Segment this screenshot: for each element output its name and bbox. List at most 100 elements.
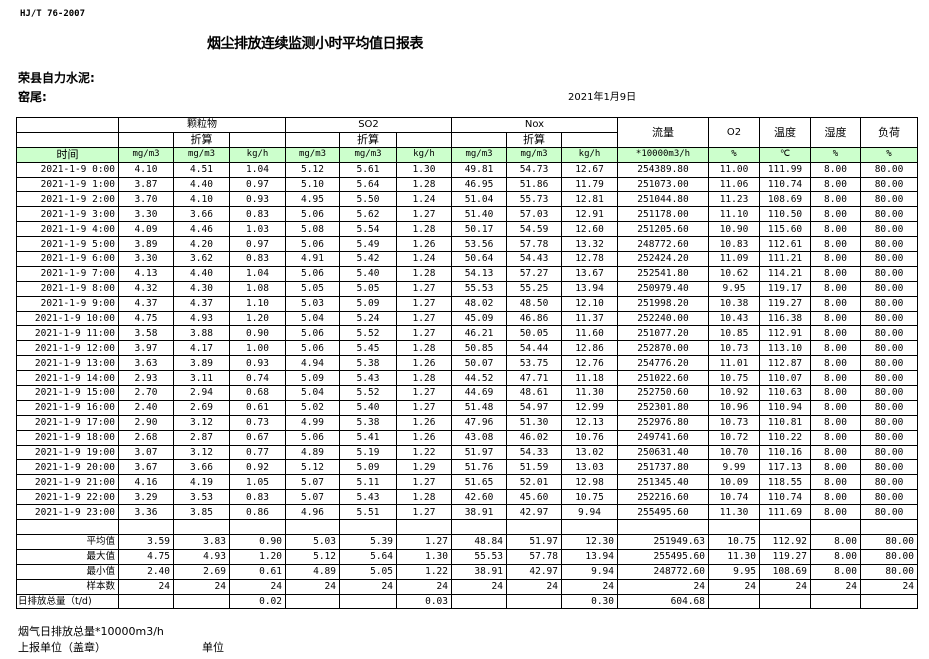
table-row: 2021-1-9 22:00 3.29 3.53 0.83 5.07 5.43 1.28 42… <box>16 489 918 506</box>
value-cell: 51.04 <box>451 191 507 208</box>
standard-code: HJ/T 76-2007 <box>20 9 86 19</box>
table-row: 2021-1-9 11:00 3.58 3.88 0.90 5.06 5.52 1.27 46… <box>16 325 918 342</box>
group-particulate: 颗粒物 <box>118 117 286 133</box>
value-cell: 80.00 <box>860 370 918 387</box>
value-cell: 8.00 <box>810 280 861 297</box>
value-cell: 3.70 <box>118 191 174 208</box>
value-cell: 110.22 <box>759 429 811 446</box>
value-cell: 251998.20 <box>617 295 709 312</box>
value-cell: 1.27 <box>396 295 452 312</box>
value-cell: 11.30 <box>561 385 618 401</box>
stats-row: 平均值 3.59 3.83 0.90 5.03 5.39 1.27 48.84 51.97 12.… <box>16 533 918 550</box>
value-cell: 5.51 <box>339 504 397 521</box>
stats-value: 51.97 <box>506 533 562 550</box>
value-cell: 4.40 <box>173 176 230 193</box>
value-cell: 10.70 <box>708 444 760 461</box>
stats-value: 0.02 <box>229 593 286 610</box>
value-cell: 5.45 <box>339 340 397 357</box>
value-cell: 3.66 <box>173 206 230 223</box>
value-cell: 80.00 <box>860 265 918 282</box>
value-cell: 251073.00 <box>617 176 709 193</box>
value-cell: 3.36 <box>118 504 174 521</box>
value-cell: 5.11 <box>339 474 397 491</box>
value-cell: 3.97 <box>118 340 174 357</box>
stats-value <box>285 593 340 610</box>
company-name: 荣县自力水泥: <box>18 71 95 85</box>
value-cell: 110.16 <box>759 444 811 461</box>
value-cell: 12.78 <box>561 251 618 267</box>
time-cell: 2021-1-9 11:00 <box>16 325 119 342</box>
stats-value: 5.64 <box>339 548 397 565</box>
stats-label: 样本数 <box>16 578 119 595</box>
time-cell: 2021-1-9 5:00 <box>16 236 119 253</box>
value-cell: 47.96 <box>451 414 507 431</box>
value-cell: 114.21 <box>759 265 811 282</box>
value-cell: 80.00 <box>860 161 918 178</box>
stats-value: 4.89 <box>285 563 340 580</box>
stats-value: 1.30 <box>396 548 452 565</box>
value-cell: 5.49 <box>339 236 397 253</box>
stats-value: 5.03 <box>285 533 340 550</box>
time-cell: 2021-1-9 2:00 <box>16 191 119 208</box>
value-cell: 1.28 <box>396 265 452 282</box>
value-cell: 80.00 <box>860 236 918 253</box>
value-cell: 5.04 <box>285 310 340 327</box>
value-cell: 8.00 <box>810 265 861 282</box>
value-cell: 8.00 <box>810 489 861 506</box>
value-cell: 251022.60 <box>617 370 709 387</box>
unit-header: % <box>708 146 760 163</box>
value-cell: 48.61 <box>506 385 562 401</box>
value-cell: 3.12 <box>173 444 230 461</box>
value-cell: 54.33 <box>506 444 562 461</box>
stats-value: 0.61 <box>229 563 286 580</box>
value-cell: 43.08 <box>451 429 507 446</box>
value-cell: 252424.20 <box>617 251 709 267</box>
value-cell: 12.67 <box>561 161 618 178</box>
value-cell: 3.12 <box>173 414 230 431</box>
value-cell: 51.30 <box>506 414 562 431</box>
value-cell: 116.38 <box>759 310 811 327</box>
value-cell: 8.00 <box>810 370 861 387</box>
stats-value: 8.00 <box>810 548 861 565</box>
value-cell: 8.00 <box>810 161 861 178</box>
stats-value: 24 <box>118 578 174 595</box>
value-cell: 8.00 <box>810 310 861 327</box>
value-cell: 0.61 <box>229 399 286 416</box>
value-cell: 55.53 <box>451 280 507 297</box>
value-cell: 8.00 <box>810 414 861 431</box>
value-cell: 13.32 <box>561 236 618 253</box>
value-cell: 1.03 <box>229 221 286 238</box>
value-cell: 9.94 <box>561 504 618 521</box>
value-cell: 80.00 <box>860 504 918 521</box>
stats-value: 255495.60 <box>617 548 709 565</box>
value-cell: 11.06 <box>708 176 760 193</box>
value-cell: 1.29 <box>396 459 452 476</box>
value-cell: 252240.00 <box>617 310 709 327</box>
stats-value: 38.91 <box>451 563 507 580</box>
value-cell: 110.50 <box>759 206 811 223</box>
group-nox: Nox <box>451 117 618 133</box>
value-cell: 5.02 <box>285 399 340 416</box>
value-cell: 51.76 <box>451 459 507 476</box>
value-cell: 12.91 <box>561 206 618 223</box>
value-cell: 117.13 <box>759 459 811 476</box>
value-cell: 42.97 <box>506 504 562 521</box>
value-cell: 0.90 <box>229 325 286 342</box>
value-cell: 1.04 <box>229 161 286 178</box>
time-cell: 2021-1-9 8:00 <box>16 280 119 297</box>
table-row: 2021-1-9 19:00 3.07 3.12 0.77 4.89 5.19 1.22 51… <box>16 444 918 461</box>
value-cell: 111.21 <box>759 251 811 267</box>
value-cell: 10.38 <box>708 295 760 312</box>
report-table: 颗粒物 SO2 Nox 流量 O2 温度 湿度 负荷 折算 折算 折算 时间 m… <box>16 117 918 610</box>
stats-value: 248772.60 <box>617 563 709 580</box>
stats-value: 3.59 <box>118 533 174 550</box>
time-cell: 2021-1-9 3:00 <box>16 206 119 223</box>
stats-value: 24 <box>759 578 811 595</box>
table-row: 2021-1-9 3:00 3.30 3.66 0.83 5.06 5.62 1.27 51.… <box>16 206 918 223</box>
value-cell: 4.09 <box>118 221 174 238</box>
value-cell: 5.41 <box>339 429 397 446</box>
stats-value: 1.20 <box>229 548 286 565</box>
value-cell: 57.27 <box>506 265 562 282</box>
value-cell: 12.10 <box>561 295 618 312</box>
value-cell: 55.73 <box>506 191 562 208</box>
